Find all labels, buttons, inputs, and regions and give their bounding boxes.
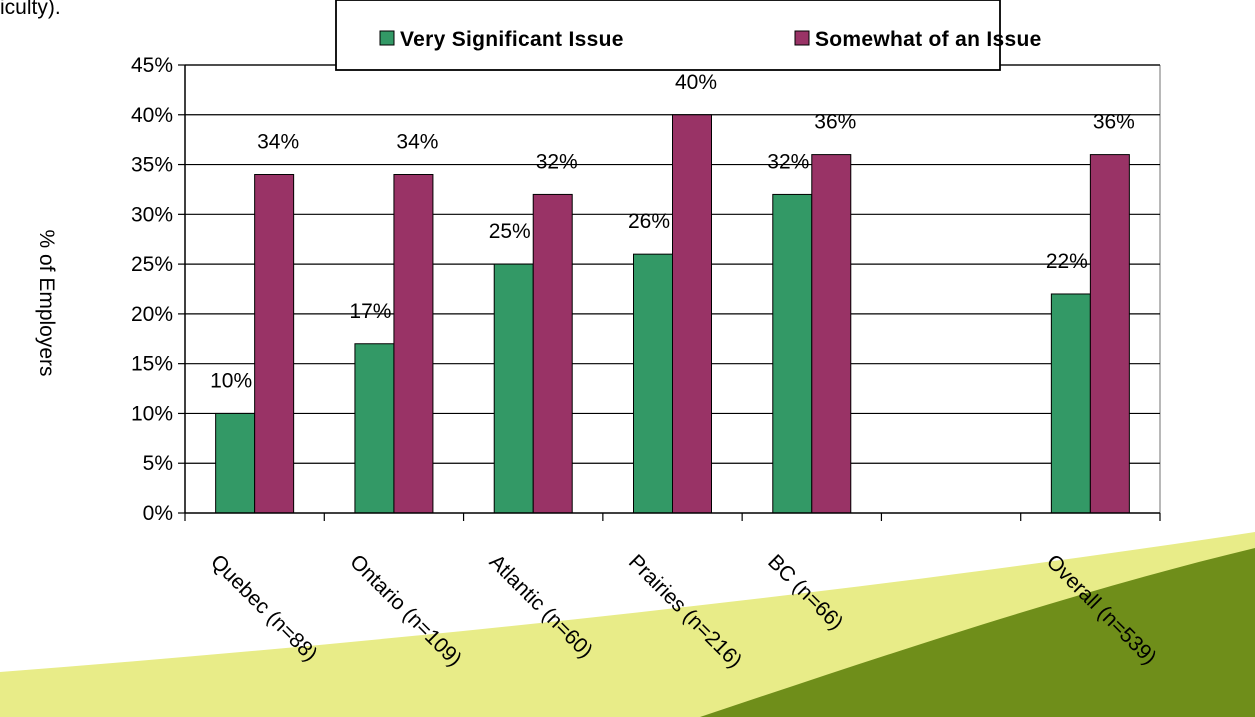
data-label: 36% [814, 111, 856, 134]
data-label: 36% [1093, 111, 1135, 134]
data-label: 17% [349, 300, 391, 323]
y-tick-label: 0% [143, 502, 173, 525]
y-tick-label: 15% [131, 353, 173, 376]
legend-swatch [379, 30, 395, 46]
bar-somewhat [532, 193, 573, 514]
data-label: 32% [536, 150, 578, 173]
bar-very-significant [354, 343, 395, 514]
x-category-label: Quebec (n=88) [206, 550, 322, 666]
data-label: 22% [1046, 250, 1088, 273]
swoosh-dark [700, 548, 1255, 717]
y-tick-label: 5% [143, 452, 173, 475]
bar-very-significant [772, 193, 813, 514]
y-tick-label: 40% [131, 104, 173, 127]
y-tick-label: 20% [131, 303, 173, 326]
y-axis-label: % of Employers [35, 229, 58, 376]
bar-somewhat [1089, 154, 1130, 514]
legend-label: Somewhat of an Issue [815, 28, 1042, 51]
bar-very-significant [1050, 293, 1091, 514]
y-tick-label: 25% [131, 253, 173, 276]
y-tick-label: 10% [131, 402, 173, 425]
data-label: 40% [675, 71, 717, 94]
data-label: 25% [489, 220, 531, 243]
bar-very-significant [215, 412, 256, 514]
legend: Very Significant Issue Somewhat of an Iss… [335, 0, 1042, 71]
legend-swatch [794, 30, 810, 46]
y-tick-label: 45% [131, 54, 173, 77]
data-labels: 10%34%17%34%25%32%26%40%32%36%22%36% [210, 71, 1135, 393]
bar-very-significant [493, 263, 534, 514]
bar-somewhat [254, 174, 295, 514]
data-label: 32% [767, 150, 809, 173]
data-label: 10% [210, 369, 252, 392]
bar-somewhat [672, 114, 712, 514]
data-label: 34% [396, 131, 438, 154]
background-swoosh [0, 532, 1255, 717]
bars [215, 114, 1130, 514]
bar-somewhat [811, 154, 852, 514]
y-tick-label: 30% [131, 203, 173, 226]
y-axis: 0% 5% 10% 15% 20% 25% 30% 35% 40% 45% [131, 54, 186, 525]
data-label: 34% [257, 131, 299, 154]
legend-box [335, 0, 1001, 71]
bar-very-significant [633, 253, 673, 514]
legend-label: Very Significant Issue [400, 28, 624, 51]
top-caption-fragment: iculty). [0, 0, 61, 19]
y-tick-label: 35% [131, 154, 173, 177]
bar-somewhat [393, 174, 434, 514]
data-label: 26% [628, 210, 670, 233]
